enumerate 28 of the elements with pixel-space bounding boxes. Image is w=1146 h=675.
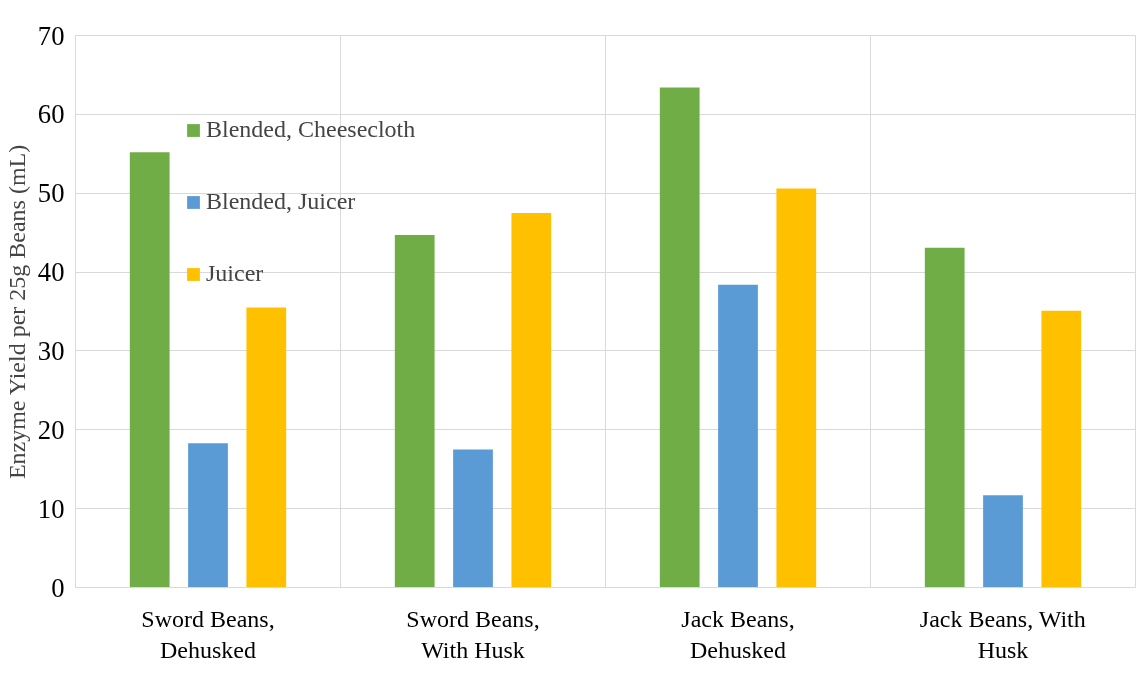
bar	[924, 247, 965, 588]
x-tick-label: Sword Beans, Dehusked	[141, 605, 275, 663]
y-tick-label: 70	[37, 20, 65, 51]
legend-label: Juicer	[206, 260, 264, 287]
bar	[511, 212, 552, 588]
bar	[129, 152, 170, 588]
y-tick-label: 50	[37, 178, 65, 209]
bar	[1041, 310, 1082, 588]
bar	[453, 449, 493, 588]
bar	[983, 495, 1023, 588]
y-axis-title: Enzyme Yield per 25g Beans (mL)	[3, 144, 30, 480]
y-tick-label: 30	[37, 335, 65, 366]
y-tick-label: 40	[37, 257, 65, 288]
bar	[718, 284, 758, 588]
legend-label: Blended, Cheesecloth	[206, 116, 416, 143]
bar	[188, 443, 228, 588]
legend-label: Blended, Juicer	[206, 188, 356, 215]
bar	[659, 87, 700, 588]
y-tick-label: 10	[37, 493, 65, 524]
x-tick-label: Jack Beans, With Husk	[919, 605, 1086, 663]
y-tick-label: 60	[37, 99, 65, 130]
x-tick-label: Jack Beans, Dehusked	[681, 605, 795, 663]
bar	[776, 188, 817, 588]
bar	[246, 307, 287, 588]
x-tick-label: Sword Beans, With Husk	[406, 605, 540, 663]
bar	[394, 235, 435, 588]
y-tick-label: 0	[51, 572, 65, 603]
y-tick-label: 20	[37, 414, 65, 445]
